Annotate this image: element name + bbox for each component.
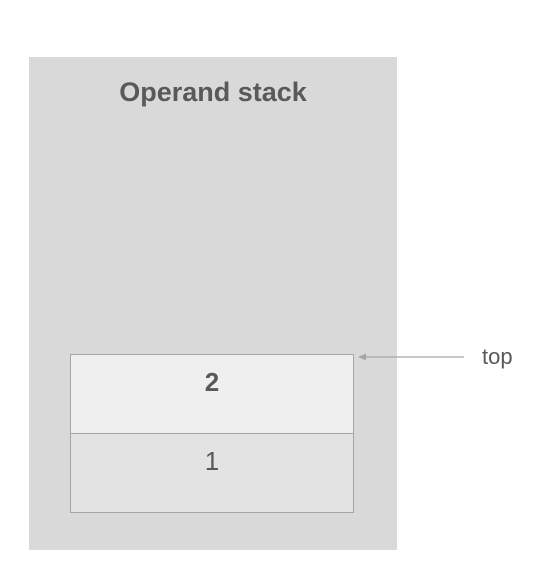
stack-slot-bottom-value: 1 <box>204 446 220 476</box>
top-pointer-arrow <box>358 353 464 361</box>
panel-title: Operand stack <box>119 77 307 107</box>
stack: 2 1 <box>70 354 354 513</box>
stack-slot-top: 2 <box>70 354 354 434</box>
stack-slot-top-value: 2 <box>204 367 220 397</box>
arrow-head-icon <box>358 353 366 361</box>
stack-slot-bottom: 1 <box>70 434 354 513</box>
top-pointer-label: top <box>482 344 513 369</box>
